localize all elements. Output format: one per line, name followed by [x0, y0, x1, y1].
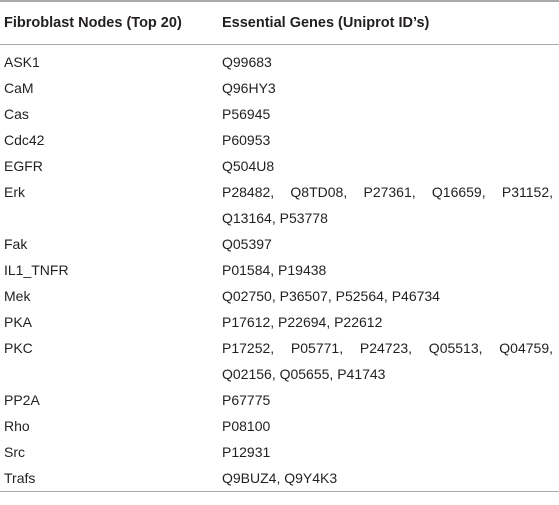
node-cell: Trafs: [0, 464, 218, 492]
node-cell: EGFR: [4, 157, 43, 174]
table-row: ASK1 Q99683: [0, 44, 559, 75]
node-cell: Mek: [4, 287, 31, 304]
node-cell: ASK1: [4, 53, 40, 70]
table-row: CaM Q96HY3: [0, 75, 559, 101]
table-row: Cas P56945: [0, 101, 559, 127]
genes-cell: P56945: [222, 105, 271, 122]
table-row: PP2A P67775: [0, 387, 559, 413]
genes-cell: Q96HY3: [222, 79, 276, 96]
node-cell: PKA: [4, 313, 33, 330]
genes-cell: P17612, P22694, P22612: [222, 313, 383, 330]
genes-cell: P17252, P05771, P24723, Q05513, Q04759, …: [222, 339, 553, 382]
node-cell: Rho: [4, 417, 30, 434]
node-cell: Cdc42: [4, 131, 45, 148]
genes-cell: Q02750, P36507, P52564, P46734: [222, 287, 440, 304]
column-header-nodes: Fibroblast Nodes (Top 20): [0, 0, 218, 45]
table-row: EGFR Q504U8: [0, 153, 559, 179]
table-row: Mek Q02750, P36507, P52564, P46734: [0, 283, 559, 309]
node-cell: Erk: [4, 183, 25, 200]
node-cell: Src: [4, 443, 25, 460]
genes-cell: Q9BUZ4, Q9Y4K3: [218, 464, 559, 492]
genes-cell: P12931: [222, 443, 271, 460]
node-cell: IL1_TNFR: [4, 261, 69, 278]
table-row: Cdc42 P60953: [0, 127, 559, 153]
table-row: Fak Q05397: [0, 231, 559, 257]
genes-cell: P01584, P19438: [222, 261, 327, 278]
genes-cell: P60953: [222, 131, 271, 148]
genes-cell: P67775: [222, 391, 271, 408]
table-row: Erk P28482, Q8TD08, P27361, Q16659, P311…: [0, 179, 559, 231]
genes-cell: Q99683: [222, 53, 272, 70]
table-row: Src P12931: [0, 439, 559, 465]
table-header: Fibroblast Nodes (Top 20) Essential Gene…: [0, 0, 559, 45]
header-row: Fibroblast Nodes (Top 20) Essential Gene…: [0, 0, 559, 45]
node-cell: Fak: [4, 235, 28, 252]
node-cell: CaM: [4, 79, 34, 96]
table-row: IL1_TNFR P01584, P19438: [0, 257, 559, 283]
node-cell: PP2A: [4, 391, 40, 408]
genes-cell: Q504U8: [222, 157, 275, 174]
genes-cell: Q05397: [222, 235, 272, 252]
table-row: PKC P17252, P05771, P24723, Q05513, Q047…: [0, 335, 559, 387]
node-cell: PKC: [4, 339, 33, 356]
genes-cell: P28482, Q8TD08, P27361, Q16659, P31152, …: [222, 183, 553, 226]
table-row: PKA P17612, P22694, P22612: [0, 309, 559, 335]
node-cell: Cas: [4, 105, 29, 122]
table-row: Rho P08100: [0, 413, 559, 439]
fibroblast-genes-table: Fibroblast Nodes (Top 20) Essential Gene…: [0, 0, 559, 492]
genes-cell: P08100: [222, 417, 271, 434]
table-body: ASK1 Q99683 CaM Q96HY3 Cas P56945 Cdc42 …: [0, 44, 559, 492]
column-header-genes: Essential Genes (Uniprot ID’s): [218, 0, 559, 45]
table-row: Trafs Q9BUZ4, Q9Y4K3: [0, 464, 559, 492]
